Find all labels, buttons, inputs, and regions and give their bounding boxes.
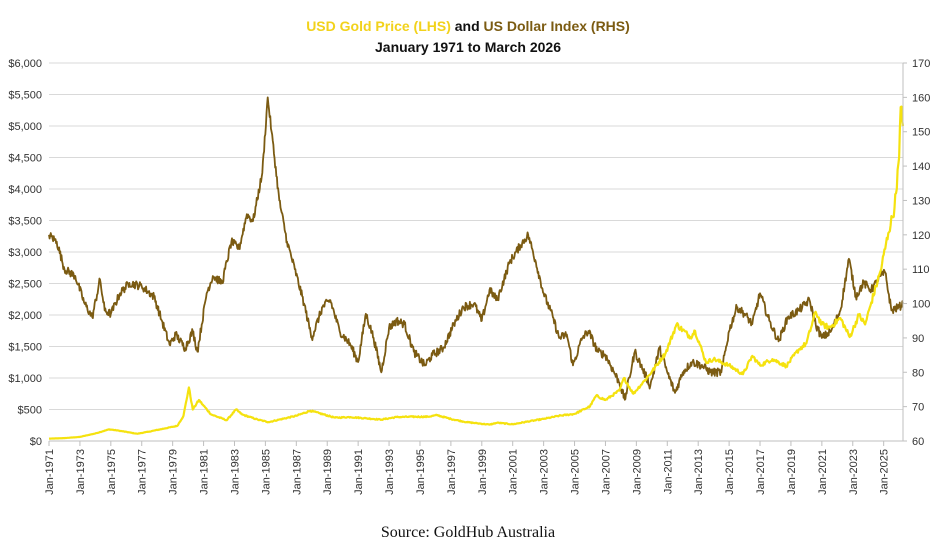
y-left-tick-label: $4,000: [8, 184, 42, 196]
y-right-tick-label: 60: [912, 436, 924, 448]
y-left-tick-label: $6,000: [8, 58, 42, 70]
y-left-tick-label: $3,000: [8, 247, 42, 259]
x-tick-label: Jan-2021: [817, 449, 829, 495]
y-right-tick-label: 160: [912, 92, 930, 104]
x-tick-label: Jan-1999: [477, 449, 489, 495]
x-tick-label: Jan-2015: [724, 449, 736, 495]
x-tick-label: Jan-1977: [137, 449, 149, 495]
x-tick-label: Jan-2019: [786, 449, 798, 495]
y-left-tick-label: $1,500: [8, 342, 42, 354]
x-tick-label: Jan-2013: [693, 449, 705, 495]
y-right-tick-label: 100: [912, 299, 930, 311]
x-tick-label: Jan-2001: [508, 449, 520, 495]
x-tick-label: Jan-2025: [879, 449, 891, 495]
axes: $0 $500 $1,000 $1,500 $2,000 $2,500 $3,000 $3,5…: [8, 58, 930, 495]
chart-title: USD Gold Price (LHS) and US Dollar Index…: [306, 18, 630, 34]
y-right-tick-label: 80: [912, 367, 924, 379]
x-tick-label: Jan-2017: [755, 449, 767, 495]
y-left-tick-label: $500: [18, 405, 42, 417]
x-tick-label: Jan-2007: [600, 449, 612, 495]
series-lines: [48, 96, 905, 440]
x-tick-label: Jan-1983: [229, 449, 241, 495]
x-tick-label: Jan-2003: [539, 449, 551, 495]
x-tick-label: Jan-1971: [44, 449, 56, 495]
chart-source: Source: GoldHub Australia: [381, 524, 555, 541]
y-left-tick-label: $5,000: [8, 121, 42, 133]
y-left-tick-label: $2,000: [8, 310, 42, 322]
y-left-tick-label: $1,000: [8, 373, 42, 385]
y-left-tick-label: $5,500: [8, 90, 42, 102]
x-tick-label: Jan-1975: [106, 449, 118, 495]
y-right-tick-label: 70: [912, 402, 924, 414]
y-right-tick-label: 90: [912, 333, 924, 345]
x-tick-label: Jan-1995: [415, 449, 427, 495]
x-tick-label: Jan-1979: [168, 449, 180, 495]
chart-title-part: and: [451, 18, 484, 34]
x-tick-label: Jan-1993: [384, 449, 396, 495]
chart-title-part: US Dollar Index (RHS): [484, 18, 630, 34]
y-right-tick-label: 130: [912, 195, 930, 207]
x-tick-label: Jan-1973: [75, 449, 87, 495]
chart-title-part: USD Gold Price (LHS): [306, 18, 451, 34]
y-right-tick-label: 140: [912, 161, 930, 173]
x-tick-label: Jan-1997: [446, 449, 458, 495]
x-tick-label: Jan-2023: [848, 449, 860, 495]
x-tick-label: Jan-1985: [260, 449, 272, 495]
gold-price-line: [48, 105, 905, 440]
y-right-tick-label: 170: [912, 58, 930, 70]
x-tick-label: Jan-1989: [322, 449, 334, 495]
x-tick-label: Jan-2009: [631, 449, 643, 495]
dollar-index-line: [48, 96, 904, 401]
x-tick-label: Jan-1981: [199, 449, 211, 495]
y-left-tick-label: $0: [30, 436, 42, 448]
x-tick-label: Jan-2005: [570, 449, 582, 495]
x-tick-label: Jan-1987: [291, 449, 303, 495]
y-right-tick-label: 120: [912, 230, 930, 242]
y-left-tick-label: $4,500: [8, 153, 42, 165]
x-tick-label: Jan-1991: [353, 449, 365, 495]
y-left-tick-label: $3,500: [8, 216, 42, 228]
y-right-tick-label: 110: [912, 264, 930, 276]
x-tick-label: Jan-2011: [662, 449, 674, 494]
y-left-tick-label: $2,500: [8, 279, 42, 291]
y-right-tick-label: 150: [912, 127, 930, 139]
gridlines: [49, 62, 903, 442]
chart-subtitle: January 1971 to March 2026: [375, 39, 561, 55]
